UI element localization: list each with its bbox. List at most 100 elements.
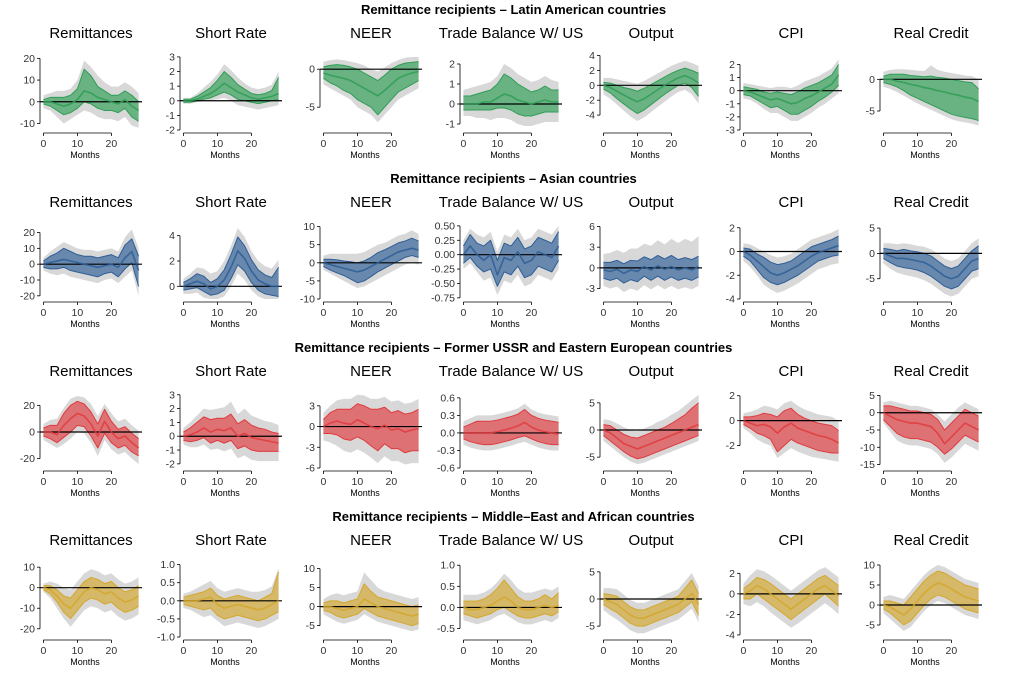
panel: Short Rate -1.0 -0.5 0.0 0.5 1.0 0 10 20 Months — [157, 532, 282, 667]
panel: Trade Balance W/ US -0.5 0.0 0.5 1.0 0 10 20 Mon… — [437, 532, 583, 667]
x-tick-label: 0 — [740, 476, 746, 488]
y-tick-label: 0 — [169, 95, 175, 107]
x-tick-label: 10 — [492, 476, 504, 488]
inner-band-upper-edge — [883, 570, 979, 606]
inner-band — [43, 401, 139, 456]
x-tick-label: 20 — [106, 645, 118, 657]
median-line — [463, 421, 559, 435]
x-axis-label: Months — [70, 657, 100, 667]
panel-title: NEER — [350, 532, 392, 549]
x-tick-label: 10 — [352, 476, 364, 488]
y-tick-label: 0 — [309, 601, 315, 613]
x-tick-label: 20 — [386, 138, 398, 150]
y-tick-label: -1 — [166, 110, 175, 122]
x-tick-label: 0 — [320, 645, 326, 657]
y-tick-label: 0 — [729, 415, 735, 427]
inner-band-upper-edge — [462, 231, 560, 261]
y-tick-label: -4 — [586, 110, 595, 122]
x-tick-label: 20 — [946, 138, 958, 150]
panel: Short Rate -2-1 0 1 2 3 0 10 20 Months — [166, 363, 282, 498]
inner-band-lower-edge — [603, 82, 699, 115]
y-tick-label: 1 — [729, 72, 735, 84]
x-tick-label: 10 — [212, 476, 224, 488]
panel: Remittances -10 0 10 20 0 10 20 Months — [20, 25, 142, 160]
inner-band-upper-edge — [43, 238, 140, 262]
y-tick-label: 0 — [169, 431, 175, 443]
x-tick-label: 10 — [212, 307, 224, 319]
panel-title: Real Credit — [893, 363, 969, 380]
inner-band-upper-edge — [883, 245, 979, 270]
x-tick-label: 20 — [386, 476, 398, 488]
x-tick-label: 0 — [180, 476, 186, 488]
x-tick-label: 0 — [460, 307, 466, 319]
median-line — [743, 584, 840, 611]
x-axis-label: Months — [770, 319, 800, 329]
x-tick-label: 20 — [806, 307, 818, 319]
y-tick-label: 0 — [869, 407, 875, 419]
y-tick-label: -10 — [20, 118, 35, 130]
x-tick-label: 20 — [106, 307, 118, 319]
median-line — [323, 247, 419, 273]
inner-band — [463, 231, 559, 287]
y-tick-label: 0 — [589, 80, 595, 92]
inner-band — [743, 236, 839, 285]
x-axis-label: Months — [350, 488, 380, 498]
panel-title: CPI — [778, 194, 803, 211]
x-tick-label: 10 — [72, 307, 84, 319]
y-tick-label: 0 — [589, 594, 595, 606]
inner-band-upper-edge — [603, 67, 699, 92]
x-tick-label: 10 — [632, 138, 644, 150]
inner-band-lower-edge — [883, 258, 979, 290]
y-tick-label: 0 — [449, 99, 455, 111]
inner-band-lower-edge — [183, 264, 279, 297]
x-tick-label: 10 — [352, 138, 364, 150]
y-tick-label: 4 — [169, 230, 175, 242]
y-tick-label: 3 — [589, 242, 595, 254]
x-tick-label: 20 — [666, 307, 678, 319]
inner-band — [183, 414, 279, 452]
x-axis-label: Months — [70, 488, 100, 498]
y-tick-label: 0 — [29, 259, 35, 271]
row-group-0: Remittance recipients – Latin American c… — [20, 2, 982, 160]
inner-band-lower-edge — [183, 437, 279, 452]
inner-band — [743, 408, 839, 454]
x-tick-label: 20 — [386, 307, 398, 319]
x-tick-label: 0 — [40, 476, 46, 488]
x-tick-label: 0 — [600, 645, 606, 657]
inner-band-lower-edge — [603, 601, 700, 627]
median-line — [743, 244, 839, 277]
y-tick-label: 3 — [169, 51, 175, 63]
panel: Output -5 0 5 0 10 20 Months — [586, 363, 702, 498]
x-tick-label: 0 — [40, 645, 46, 657]
y-tick-label: 0 — [309, 421, 315, 433]
x-tick-label: 0 — [600, 307, 606, 319]
panel-title: Output — [628, 25, 674, 42]
median-line — [603, 423, 699, 450]
panel-title: Short Rate — [195, 532, 267, 549]
x-axis-label: Months — [490, 657, 520, 667]
inner-band — [883, 405, 979, 455]
y-tick-label: 0 — [309, 64, 315, 76]
inner-band-upper-edge — [323, 583, 419, 608]
y-tick-label: 0.5 — [440, 581, 455, 593]
x-tick-label: 20 — [526, 138, 538, 150]
y-tick-label: -6 — [306, 463, 315, 475]
x-axis-label: Months — [210, 319, 240, 329]
x-axis-label: Months — [630, 657, 660, 667]
x-axis-label: Months — [210, 488, 240, 498]
y-tick-label: 5 — [589, 566, 595, 578]
panel-title: Output — [628, 532, 674, 549]
inner-band-upper-edge — [43, 68, 139, 103]
y-tick-label: 10 — [303, 563, 315, 575]
y-tick-label: -2 — [726, 270, 735, 282]
y-tick-label: 0.6 — [440, 392, 455, 404]
y-tick-label: -2 — [166, 458, 175, 470]
y-tick-label: -3 — [726, 125, 735, 137]
x-axis-label: Months — [210, 657, 240, 667]
x-axis-label: Months — [770, 657, 800, 667]
inner-band-lower-edge — [43, 101, 139, 122]
y-tick-label: 10 — [23, 243, 35, 255]
inner-band — [43, 69, 139, 122]
panel-title: Real Credit — [893, 194, 969, 211]
